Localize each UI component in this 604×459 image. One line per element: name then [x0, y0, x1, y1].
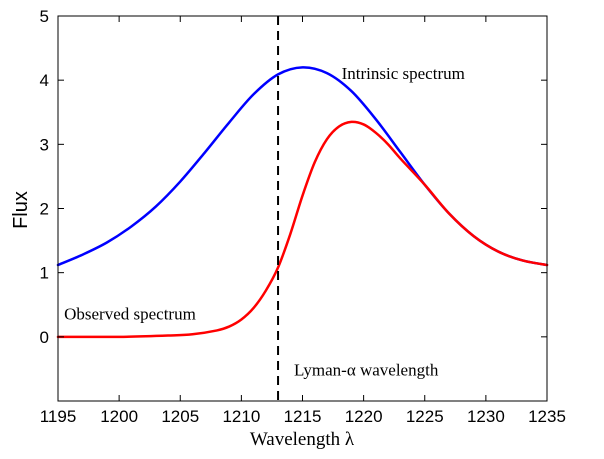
x-tick-label: 1235 — [528, 407, 566, 426]
series-layer — [56, 66, 549, 339]
x-tick-label: 1230 — [467, 407, 505, 426]
lyman-alpha-label: Lyman-α wavelength — [294, 360, 439, 379]
ticks-layer: 1195 1200 1205 1210 1215 1220 1225 1230 12350123… — [40, 7, 566, 426]
y-tick-label: 3 — [40, 135, 49, 154]
x-axis-title: Wavelength λ — [250, 429, 355, 450]
y-tick-label: 1 — [40, 264, 49, 283]
y-tick-label: 5 — [40, 7, 49, 26]
y-tick-label: 0 — [40, 328, 49, 347]
observed-spectrum-label: Observed spectrum — [64, 305, 196, 324]
y-tick-label: 4 — [40, 71, 49, 90]
y-axis-title: Flux — [10, 191, 32, 229]
x-tick-label: 1215 — [284, 407, 322, 426]
x-tick-label: 1220 — [345, 407, 383, 426]
x-tick-label: 1225 — [406, 407, 444, 426]
x-tick-label: 1205 — [161, 407, 199, 426]
x-tick-label: 1210 — [222, 407, 260, 426]
x-tick-label: 1200 — [100, 407, 138, 426]
x-tick-label: 1195 — [40, 407, 77, 426]
intrinsic-spectrum-label: Intrinsic spectrum — [342, 64, 465, 83]
plot-background — [58, 16, 547, 401]
annotations-layer: Intrinsic spectrum Observed spectrum Lyman… — [64, 64, 465, 379]
observed-spectrum-line — [56, 120, 549, 339]
y-tick-label: 2 — [40, 200, 49, 219]
